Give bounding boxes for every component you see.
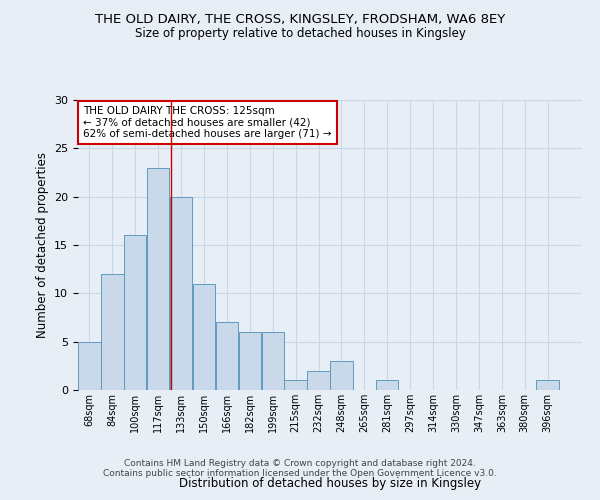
Y-axis label: Number of detached properties: Number of detached properties — [35, 152, 49, 338]
Bar — [284, 380, 307, 390]
Bar — [101, 274, 124, 390]
Bar — [124, 236, 146, 390]
Text: Distribution of detached houses by size in Kingsley: Distribution of detached houses by size … — [179, 477, 481, 490]
Bar — [376, 380, 398, 390]
Bar — [536, 380, 559, 390]
Bar — [193, 284, 215, 390]
Text: Size of property relative to detached houses in Kingsley: Size of property relative to detached ho… — [134, 28, 466, 40]
Bar — [307, 370, 330, 390]
Bar — [147, 168, 169, 390]
Bar — [330, 361, 353, 390]
Bar — [170, 196, 193, 390]
Bar — [262, 332, 284, 390]
Text: THE OLD DAIRY, THE CROSS, KINGSLEY, FRODSHAM, WA6 8EY: THE OLD DAIRY, THE CROSS, KINGSLEY, FROD… — [95, 12, 505, 26]
Text: Contains public sector information licensed under the Open Government Licence v3: Contains public sector information licen… — [103, 468, 497, 477]
Text: Contains HM Land Registry data © Crown copyright and database right 2024.: Contains HM Land Registry data © Crown c… — [124, 458, 476, 468]
Bar — [239, 332, 261, 390]
Bar — [78, 342, 101, 390]
Text: THE OLD DAIRY THE CROSS: 125sqm
← 37% of detached houses are smaller (42)
62% of: THE OLD DAIRY THE CROSS: 125sqm ← 37% of… — [83, 106, 332, 139]
Bar — [215, 322, 238, 390]
